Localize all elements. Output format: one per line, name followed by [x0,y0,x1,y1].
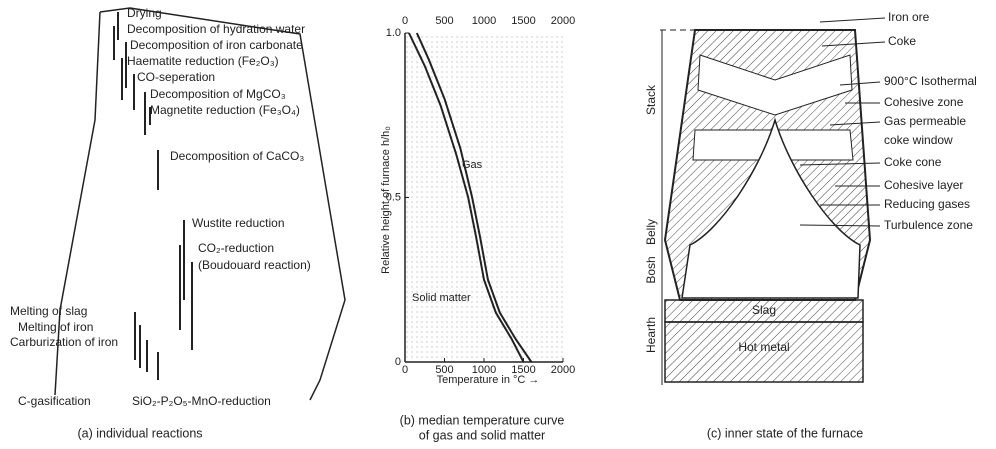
panel-a [54,7,346,401]
plot-area [405,33,565,362]
x-top-tick-label: 1500 [511,15,535,27]
x-tick-label: 0 [402,364,408,376]
reaction: Carburization of iron [10,335,118,349]
slag-label: Slag [752,303,776,317]
furnace-label: Coke [888,34,916,48]
x-tick-label: 1500 [511,364,535,376]
reaction: Decomposition of iron carbonate [130,38,303,52]
furnace-label: 900°C Isothermal [884,74,977,88]
hot-metal-label: Hot metal [738,340,789,354]
x-top-tick-label: 0 [402,15,408,27]
x-top-tick-label: 2000 [551,15,575,27]
furnace-label: Gas permeable [884,114,966,128]
reaction: C-gasification [18,394,91,408]
x-tick-label: 500 [435,364,453,376]
x-tick-label: 2000 [551,364,575,376]
y-tick-label: 1.0 [386,27,401,39]
curve [408,32,525,363]
furnace-label: Turbulence zone [884,218,973,232]
reaction: (Boudouard reaction) [198,258,311,272]
series-label: Solid matter [412,292,471,304]
reaction: Melting of slag [10,304,87,318]
curve [415,32,533,363]
furnace-label: Iron ore [888,10,930,24]
y-tick-label: 0.5 [386,191,401,203]
reaction: SiO₂-P₂O₅-MnO-reduction [132,394,271,408]
zone-label: Bosh [644,256,658,283]
reaction: Decomposition of MgCO₃ [150,87,286,101]
reaction: Wustite reduction [192,216,285,230]
reaction: Melting of iron [18,320,93,334]
caption: of gas and solid matter [419,428,545,442]
reaction: Haematite reduction (Fe₂O₃) [127,54,279,68]
x-top-tick-label: 500 [435,15,453,27]
reaction: Drying [127,6,162,20]
reaction: CO₂-reduction [198,241,274,255]
reaction: CO-seperation [137,70,215,84]
series-label: Gas [462,159,483,171]
reaction: Decomposition of hydration water [127,22,305,36]
y-tick-label: 0 [395,356,401,368]
reaction: Magnetite reduction (Fe₃O₄) [150,103,300,117]
x-tick-label: 1000 [472,364,496,376]
caption: (c) inner state of the furnace [707,426,863,440]
furnace-label: Reducing gases [884,197,970,211]
zone-label: Stack [644,84,658,115]
reaction: Decomposition of CaCO₃ [170,149,304,163]
furnace-label: Cohesive zone [884,95,964,109]
panel-c [660,17,886,385]
y-axis-label: Relative height of furnace h/h₀ [380,126,392,274]
zone-label: Belly [644,219,658,245]
caption: (b) median temperature curve [400,413,565,427]
panel-b: Relative height of furnace h/h₀ Temperat… [380,15,575,442]
zone-label: Hearth [644,317,658,353]
caption: (a) individual reactions [77,426,202,440]
furnace-label: Cohesive layer [884,178,963,192]
x-top-tick-label: 1000 [472,15,496,27]
furnace-label: coke window [884,133,953,147]
x-axis-label: Temperature in °C → [437,374,540,386]
furnace-label: Coke cone [884,155,942,169]
